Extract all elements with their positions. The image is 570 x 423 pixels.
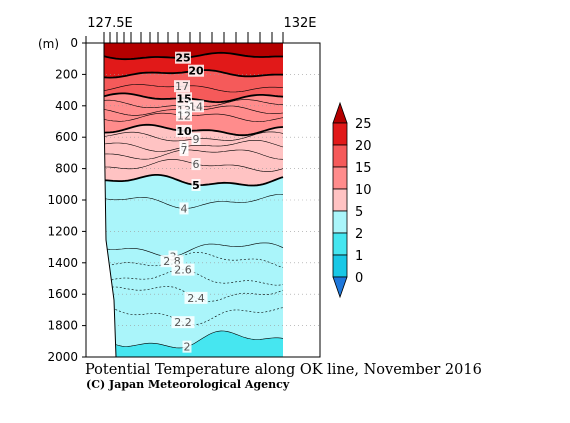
y-axis: 0 200 400 600 800 1000 1200 1400 1600 1800 2000 [47,36,86,364]
contour-label-bg [188,64,204,77]
contour-label-bg [191,158,201,171]
contour-label-bg [176,124,192,137]
y-tick-label: 800 [55,162,78,176]
colorbar-segment [332,254,348,278]
contour-label-bg [182,340,192,353]
seabed-fill [86,43,116,357]
contour-line-15 [103,92,284,104]
contour-line-10 [103,123,284,137]
y-tick-label: 200 [55,67,78,81]
contour-label-10: 10 [176,125,192,138]
colorbar-label: 20 [355,139,372,154]
y-tick-label: 1400 [47,256,78,270]
contour-label-2.4: 2.4 [187,292,205,305]
contour-label-2: 2 [184,341,191,354]
colorbar-segment [332,232,348,256]
contour-label-2.2: 2.2 [174,316,192,329]
colorbar-label: 2 [355,227,363,242]
contour-label-4: 4 [181,202,188,215]
contour-line-25 [103,51,283,61]
colorbar-bottom-arrow [332,276,348,299]
contour-label-bg [184,291,208,304]
colorbar-segment [332,166,348,190]
colorbar-label: 15 [355,161,372,176]
seabed-line [103,43,117,358]
colorbar-label: 1 [355,249,363,264]
x-tick-label-west: 127.5E [87,16,132,31]
colorbar-segment [332,122,348,146]
contour-label-bg [174,80,190,93]
y-tick-label: 400 [55,99,78,113]
colorbar-label: 10 [355,183,372,198]
x-tick-label-east: 132E [283,16,316,31]
colorbar-label: 0 [355,271,363,286]
y-unit-label: (m) [38,37,59,51]
colorbar-segment [332,144,348,168]
contour-label-bg [179,202,189,215]
y-tick-label: 1200 [47,224,78,238]
y-tick-label: 1000 [47,193,78,207]
contour-line-8 [103,140,284,152]
contour-label-2.6: 2.6 [174,264,192,277]
colorbar-label: 25 [355,117,372,132]
chart-title: Potential Temperature along OK line, Nov… [85,362,482,378]
contour-line-7 [103,149,284,160]
contour-label-20: 20 [188,65,204,78]
temperature-fill [104,43,283,357]
contour-label-6: 6 [193,158,200,171]
contour-label-12: 12 [177,109,191,122]
contour-label-bg [160,255,184,268]
contour-label-bg [175,51,191,64]
contour-line-2.8 [103,251,284,268]
station-ticks [85,32,284,43]
contour-line-2 [103,330,284,349]
colorbar-segment [332,188,348,212]
contour-label-bg [191,178,201,191]
contour-label-bg [171,263,195,276]
contour-line-17 [103,84,284,93]
colorbar-segment [332,210,348,234]
y-tick-label: 600 [55,130,78,144]
contour-label-bg [171,316,195,329]
y-tick-label: 1600 [47,287,78,301]
y-tick-label: 0 [70,36,78,50]
contour-line-3 [103,242,284,257]
contour-label-5: 5 [192,179,200,192]
contour-label-bg [176,109,192,122]
y-tick-label: 1800 [47,319,78,333]
contour-label-25: 25 [175,52,190,65]
colorbar-label: 5 [355,205,363,220]
contour-label-9: 9 [193,133,200,146]
contour-line-12 [103,112,284,123]
contour-line-4 [103,194,284,209]
contour-label-14: 14 [189,100,203,113]
credit-text: (C) Japan Meteorological Agency [86,378,290,391]
y-tick-label: 2000 [47,350,78,364]
colorbar-top-arrow [332,101,348,124]
contour-label-bg [191,132,201,145]
contour-labels: 252017151413121098765432.82.62.42.22 [160,51,208,354]
contour-label-17: 17 [175,80,189,93]
contour-label-15: 15 [176,92,191,105]
contour-label-7: 7 [181,144,188,157]
contour-label-bg [179,144,189,157]
